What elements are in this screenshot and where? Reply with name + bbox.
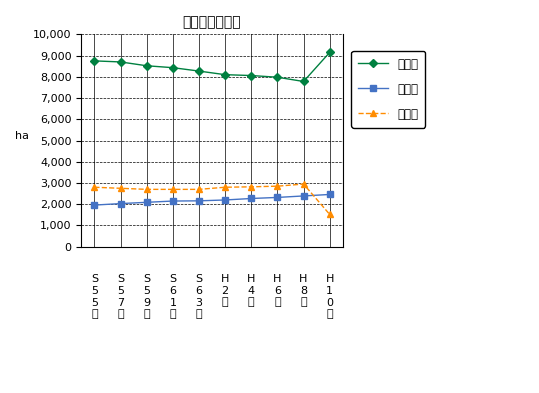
Title: 森林面積の推移: 森林面積の推移 bbox=[183, 15, 241, 29]
人工林 bbox=[170, 199, 176, 204]
Text: S
5
7
年: S 5 7 年 bbox=[117, 274, 124, 319]
人工林 bbox=[143, 200, 150, 205]
天然林 bbox=[222, 72, 229, 77]
Text: S
6
1
年: S 6 1 年 bbox=[169, 274, 176, 319]
人工林 bbox=[327, 192, 333, 197]
その他 bbox=[274, 184, 281, 189]
Text: H
1
0
年: H 1 0 年 bbox=[326, 274, 334, 319]
Line: その他: その他 bbox=[91, 180, 333, 218]
Line: 人工林: 人工林 bbox=[91, 191, 333, 208]
Text: S
6
3
年: S 6 3 年 bbox=[196, 274, 203, 319]
その他 bbox=[170, 187, 176, 192]
その他 bbox=[196, 187, 202, 192]
人工林 bbox=[222, 198, 229, 202]
人工林 bbox=[91, 203, 98, 208]
人工林 bbox=[248, 196, 254, 201]
その他 bbox=[300, 182, 307, 186]
天然林 bbox=[196, 69, 202, 73]
Line: 天然林: 天然林 bbox=[91, 49, 333, 84]
人工林 bbox=[118, 201, 124, 206]
その他 bbox=[222, 185, 229, 189]
Text: S
5
5
年: S 5 5 年 bbox=[91, 274, 98, 319]
Text: H
2
年: H 2 年 bbox=[221, 274, 229, 307]
天然林 bbox=[91, 59, 98, 63]
その他 bbox=[143, 187, 150, 192]
Legend: 天然林, 人工林, その他: 天然林, 人工林, その他 bbox=[351, 51, 425, 128]
人工林 bbox=[274, 195, 281, 200]
天然林 bbox=[143, 63, 150, 68]
その他 bbox=[118, 186, 124, 191]
天然林 bbox=[118, 60, 124, 64]
人工林 bbox=[300, 194, 307, 198]
天然林 bbox=[300, 79, 307, 84]
天然林 bbox=[248, 73, 254, 78]
Text: H
6
年: H 6 年 bbox=[273, 274, 281, 307]
天然林 bbox=[327, 50, 333, 55]
その他 bbox=[91, 185, 98, 189]
天然林 bbox=[274, 75, 281, 80]
その他 bbox=[327, 212, 333, 217]
Text: S
5
9
年: S 5 9 年 bbox=[143, 274, 150, 319]
人工林 bbox=[196, 198, 202, 203]
天然林 bbox=[170, 65, 176, 70]
Text: H
4
年: H 4 年 bbox=[247, 274, 255, 307]
その他 bbox=[248, 184, 254, 189]
Y-axis label: ha: ha bbox=[15, 130, 29, 141]
Text: H
8
年: H 8 年 bbox=[299, 274, 308, 307]
